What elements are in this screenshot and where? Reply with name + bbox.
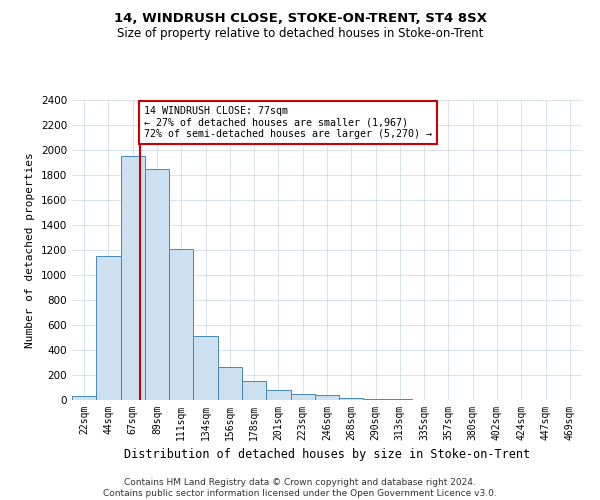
Y-axis label: Number of detached properties: Number of detached properties <box>25 152 35 348</box>
Bar <box>193 336 218 400</box>
Text: Contains HM Land Registry data © Crown copyright and database right 2024.
Contai: Contains HM Land Registry data © Crown c… <box>103 478 497 498</box>
Bar <box>364 399 388 400</box>
Bar <box>242 380 266 400</box>
Bar <box>121 156 145 400</box>
Bar <box>315 395 339 400</box>
Text: Size of property relative to detached houses in Stoke-on-Trent: Size of property relative to detached ho… <box>117 28 483 40</box>
Bar <box>145 169 169 400</box>
Bar <box>339 398 364 400</box>
Text: 14, WINDRUSH CLOSE, STOKE-ON-TRENT, ST4 8SX: 14, WINDRUSH CLOSE, STOKE-ON-TRENT, ST4 … <box>113 12 487 26</box>
Bar <box>266 390 290 400</box>
Bar <box>169 248 193 400</box>
Bar <box>72 396 96 400</box>
X-axis label: Distribution of detached houses by size in Stoke-on-Trent: Distribution of detached houses by size … <box>124 448 530 462</box>
Bar <box>218 367 242 400</box>
Bar <box>290 394 315 400</box>
Text: 14 WINDRUSH CLOSE: 77sqm
← 27% of detached houses are smaller (1,967)
72% of sem: 14 WINDRUSH CLOSE: 77sqm ← 27% of detach… <box>143 106 431 140</box>
Bar <box>96 256 121 400</box>
